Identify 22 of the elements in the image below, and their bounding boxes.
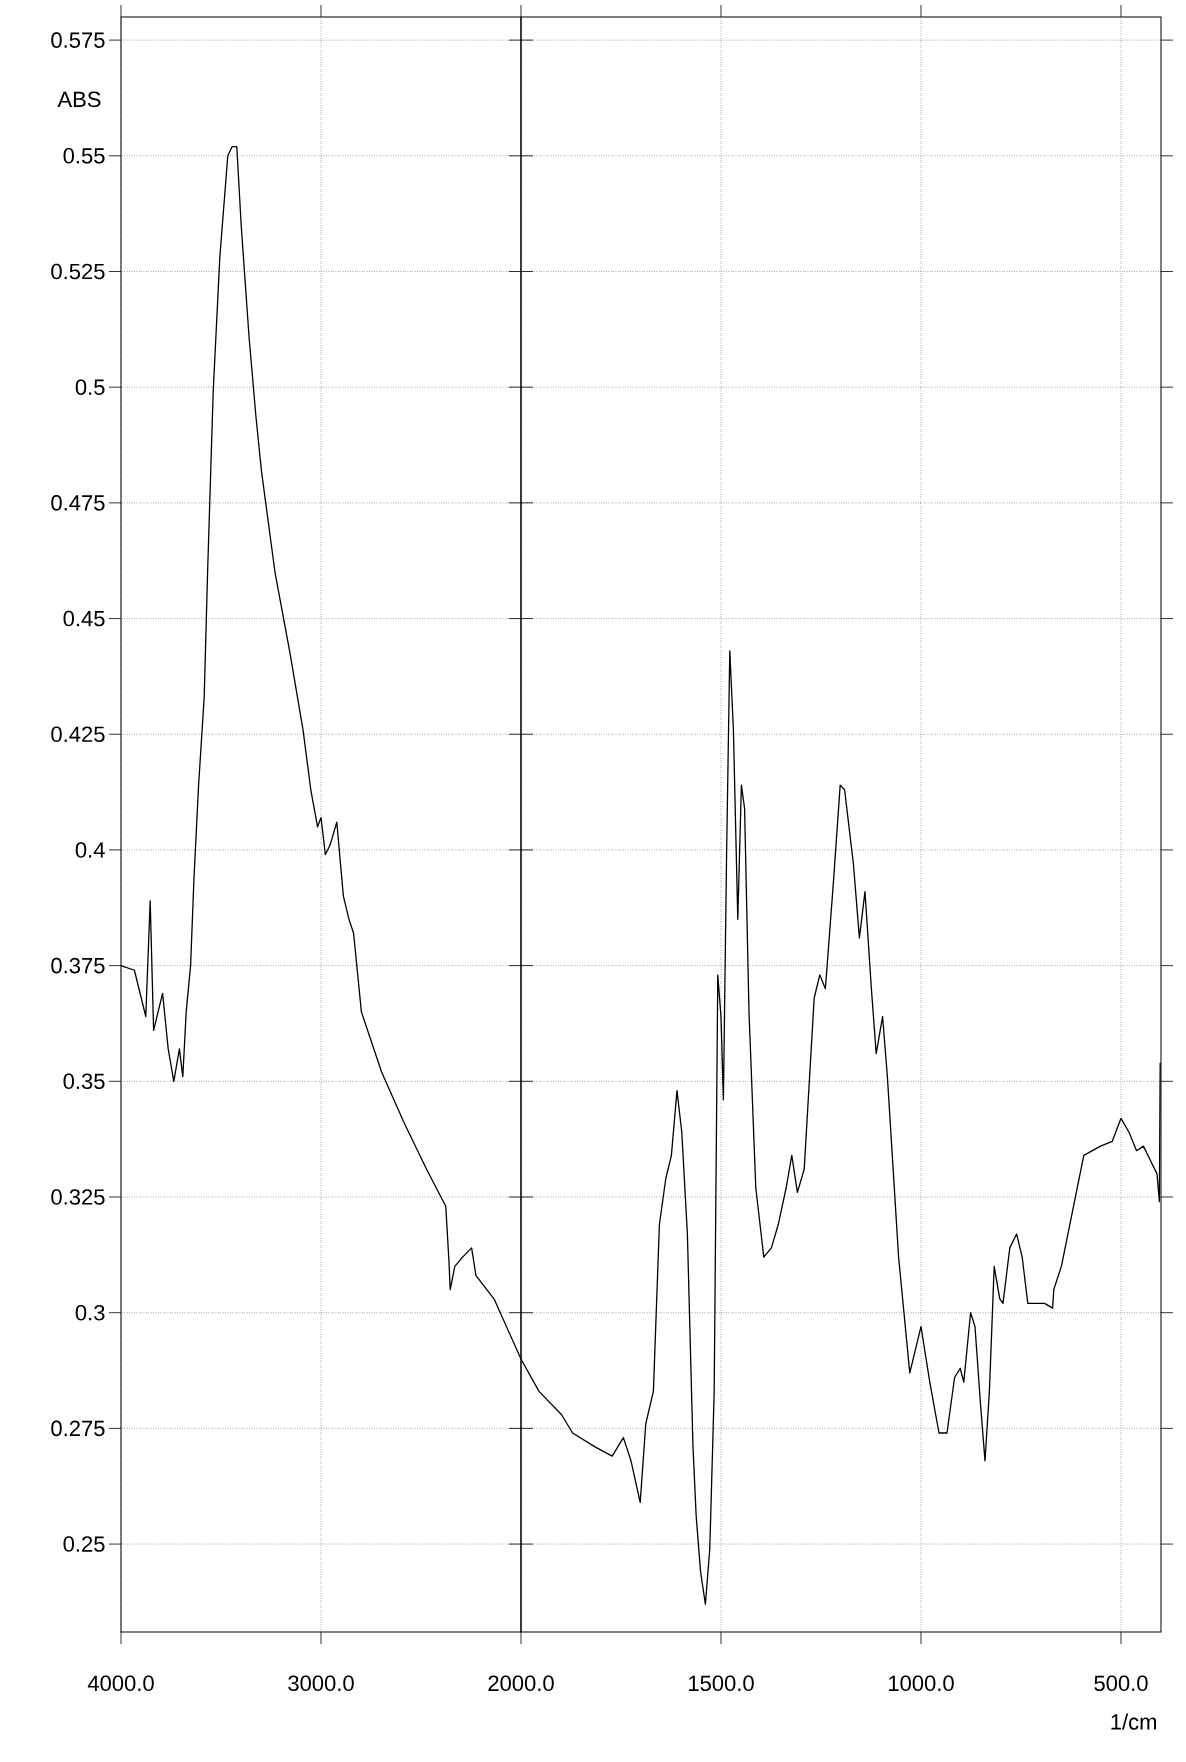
y-tick-label: 0.45	[63, 610, 105, 627]
y-tick-label: 0.5	[75, 379, 105, 395]
y-tick-label: 0.4	[75, 842, 105, 858]
y-tick-label: 0.375	[51, 957, 105, 974]
y-tick-label: 0.325	[51, 1189, 105, 1205]
y-tick-label: 0.275	[51, 1420, 105, 1437]
y-tick-label: 0.425	[51, 726, 105, 743]
y-tick-label: 0.575	[51, 32, 105, 48]
x-tick-label: 500.0	[1094, 1675, 1148, 1692]
y-axis-title: ABS	[57, 91, 101, 108]
y-tick-label: 0.3	[75, 1304, 105, 1321]
x-tick-label: 1000.0	[889, 1675, 954, 1692]
x-tick-label: 3000.0	[288, 1675, 354, 1692]
y-tick-label: 0.25	[63, 1536, 105, 1552]
y-tick-label: 0.35	[63, 1073, 105, 1090]
x-tick-label: 4000.0	[87, 1675, 154, 1692]
y-tick-label: 0.525	[51, 263, 105, 280]
y-tick-label: 0.55	[63, 148, 105, 164]
x-axis-title: 1/cm	[1111, 1713, 1157, 1730]
x-tick-label: 2000.0	[488, 1675, 554, 1692]
y-tick-label: 0.475	[51, 495, 105, 511]
x-tick-label: 1500.0	[689, 1675, 754, 1692]
